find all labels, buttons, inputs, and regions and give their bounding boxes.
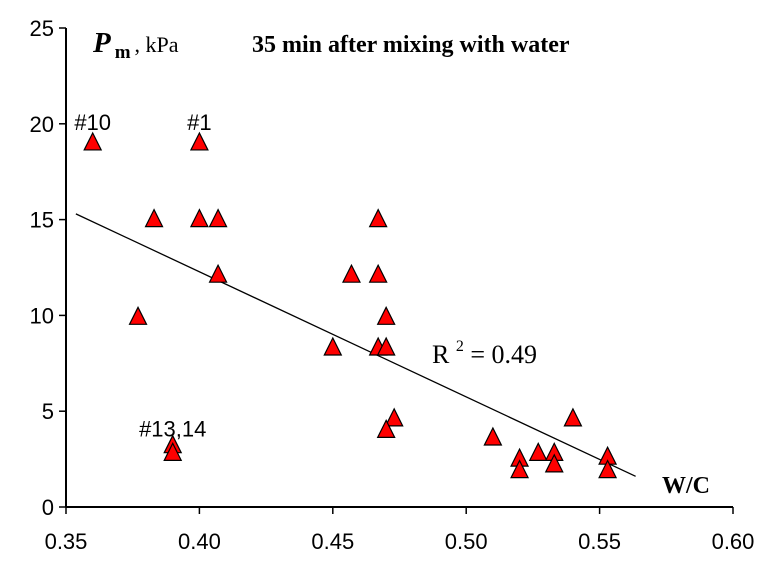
x-tick-label: 0.50 bbox=[445, 529, 488, 554]
x-tick-label: 0.40 bbox=[178, 529, 221, 554]
r-squared-exponent: 2 bbox=[456, 338, 464, 355]
data-point-marker bbox=[368, 208, 388, 228]
data-point-marker bbox=[544, 453, 564, 473]
data-point-marker bbox=[598, 459, 618, 479]
data-point-marker bbox=[376, 336, 396, 356]
data-point-marker bbox=[208, 208, 228, 228]
x-tick-label: 0.60 bbox=[712, 529, 755, 554]
x-tick-label: 0.45 bbox=[311, 529, 354, 554]
data-point-marker bbox=[189, 208, 209, 228]
y-tick-label: 25 bbox=[30, 16, 54, 41]
y-axis-label-subscript: m bbox=[115, 42, 131, 63]
data-point-marker bbox=[189, 131, 209, 151]
point-annotations: #10 #1 #13,14 bbox=[74, 110, 211, 442]
point-annotation: #10 bbox=[74, 110, 111, 135]
y-tick-label: 0 bbox=[42, 495, 54, 520]
x-tick-label: 0.35 bbox=[45, 529, 88, 554]
data-point-marker bbox=[528, 442, 548, 461]
chart-title: 35 min after mixing with water bbox=[252, 32, 570, 58]
data-point-marker bbox=[128, 305, 148, 325]
data-point-marker bbox=[510, 459, 530, 479]
x-axis-ticks: 0.35 0.40 0.45 0.50 0.55 0.60 bbox=[45, 507, 755, 554]
x-tick-label: 0.55 bbox=[578, 529, 621, 554]
y-tick-label: 10 bbox=[30, 303, 54, 328]
point-annotation: #1 bbox=[187, 110, 211, 135]
r-squared-label: R 2 = 0.49 bbox=[432, 328, 537, 369]
y-axis-label: P m , kPa bbox=[92, 27, 179, 63]
data-point-marker bbox=[384, 407, 404, 427]
data-point-marker bbox=[208, 263, 228, 283]
trendline bbox=[75, 213, 636, 477]
data-point-marker bbox=[376, 305, 396, 325]
y-axis-label-symbol: P bbox=[92, 27, 111, 59]
data-point-marker bbox=[376, 419, 396, 438]
data-point-marker bbox=[323, 336, 343, 356]
y-axis-label-unit: , kPa bbox=[135, 32, 179, 57]
data-point-marker bbox=[483, 426, 503, 446]
x-axis-label: W/C bbox=[662, 473, 710, 499]
data-point-marker bbox=[144, 208, 164, 228]
y-tick-label: 20 bbox=[30, 112, 54, 137]
data-point-marker bbox=[163, 442, 183, 461]
point-annotation: #13,14 bbox=[139, 417, 206, 442]
data-point-marker bbox=[368, 263, 388, 283]
y-axis-ticks: 0 5 10 15 20 25 bbox=[30, 16, 66, 520]
data-point-marker bbox=[563, 407, 583, 427]
data-point-marker bbox=[83, 131, 103, 151]
r-squared-prefix: R bbox=[432, 340, 450, 369]
data-point-marker bbox=[342, 263, 361, 283]
data-markers bbox=[83, 131, 618, 479]
y-tick-label: 5 bbox=[42, 399, 54, 424]
y-tick-label: 15 bbox=[30, 208, 54, 233]
r-squared-value: = 0.49 bbox=[470, 340, 537, 369]
